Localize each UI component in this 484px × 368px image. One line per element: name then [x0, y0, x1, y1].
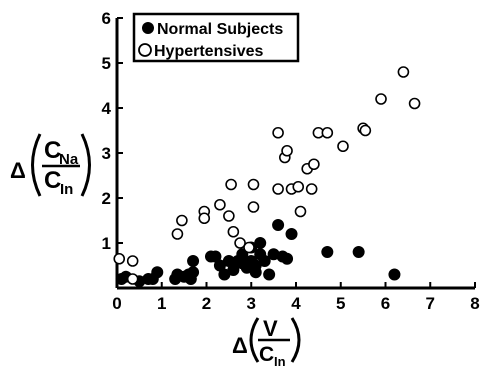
point-hypertensives: [321, 126, 334, 139]
y-ticks: 1 2 3 4 5 6: [102, 9, 123, 253]
x-label-numerator: V: [263, 316, 278, 341]
point-hypertensives: [359, 124, 372, 137]
y-tick-label: 1: [102, 234, 111, 253]
point-hypertensives: [223, 210, 235, 222]
point-normal-subjects: [352, 246, 365, 258]
x-axis-label: Δ V C In: [232, 316, 301, 368]
point-normal-subjects: [281, 252, 294, 265]
point-hypertensives: [397, 66, 410, 78]
y-label-right-paren: [80, 133, 91, 197]
point-hypertensives: [337, 140, 349, 153]
point-hypertensives: [227, 225, 240, 238]
point-normal-subjects: [151, 266, 164, 279]
x-label-denominator-sub: In: [274, 354, 286, 368]
point-hypertensives: [243, 241, 255, 254]
point-hypertensives: [126, 255, 139, 267]
point-hypertensives: [126, 273, 139, 285]
point-normal-subjects: [272, 219, 285, 231]
x-tick-label: 8: [470, 294, 479, 313]
x-tick-label: 2: [202, 294, 211, 313]
y-axis-label: Δ C Na C In: [10, 133, 91, 198]
x-tick-label: 5: [336, 294, 345, 313]
point-hypertensives: [225, 178, 237, 191]
y-tick-label: 4: [102, 99, 112, 118]
legend-label-normal-subjects: Normal Subjects: [157, 21, 283, 38]
x-tick-label: 3: [247, 294, 256, 313]
point-normal-subjects: [187, 266, 200, 279]
point-normal-subjects: [388, 268, 401, 281]
point-hypertensives: [272, 126, 284, 139]
x-label-delta: Δ: [232, 333, 248, 358]
y-label-numerator-main: C: [44, 137, 61, 164]
point-hypertensives: [247, 178, 260, 191]
point-normal-subjects: [285, 228, 298, 240]
point-hypertensives: [176, 214, 188, 227]
point-hypertensives: [375, 93, 387, 105]
point-normal-subjects: [263, 268, 276, 281]
y-tick-label: 2: [102, 189, 111, 208]
point-normal-subjects: [258, 255, 271, 267]
point-hypertensives: [272, 183, 284, 195]
x-label-right-paren: [290, 317, 301, 363]
point-hypertensives: [305, 183, 318, 195]
x-label-left-paren: [249, 317, 260, 363]
y-label-left-paren: [31, 133, 42, 197]
point-normal-subjects: [187, 255, 200, 267]
y-tick-label: 3: [102, 144, 111, 163]
point-normal-subjects: [254, 237, 267, 249]
x-label-denominator-main: C: [259, 343, 274, 366]
data-points: [113, 66, 421, 288]
point-hypertensives: [308, 158, 320, 171]
point-normal-subjects: [321, 246, 334, 258]
y-label-delta: Δ: [10, 158, 26, 183]
point-hypertensives: [113, 252, 126, 265]
point-hypertensives: [214, 198, 226, 211]
point-hypertensives: [198, 212, 211, 225]
y-tick-label: 5: [102, 54, 111, 73]
legend-marker-normal-subjects: [142, 22, 154, 34]
x-tick-label: 4: [291, 294, 301, 313]
x-ticks: 0 1 2 3 4 5 6 7 8: [112, 282, 480, 313]
point-hypertensives: [171, 228, 184, 240]
point-hypertensives: [247, 201, 260, 213]
y-label-denominator-main: C: [44, 167, 61, 194]
x-tick-label: 0: [112, 294, 121, 313]
legend-marker-hypertensives: [138, 43, 152, 57]
point-hypertensives: [292, 180, 305, 193]
x-tick-label: 6: [381, 294, 390, 313]
x-tick-label: 1: [157, 294, 166, 313]
point-hypertensives: [281, 144, 293, 157]
legend-box: [132, 12, 300, 63]
y-label-denominator-sub: In: [60, 181, 73, 198]
legend-label-hypertensives: Hypertensives: [154, 43, 263, 60]
x-tick-label: 7: [426, 294, 435, 313]
point-hypertensives: [294, 205, 307, 218]
point-hypertensives: [234, 237, 246, 249]
y-tick-label: 6: [102, 9, 111, 28]
legend: Normal Subjects Hypertensives: [132, 12, 300, 63]
point-hypertensives: [408, 97, 421, 110]
y-label-numerator-sub: Na: [59, 151, 79, 168]
